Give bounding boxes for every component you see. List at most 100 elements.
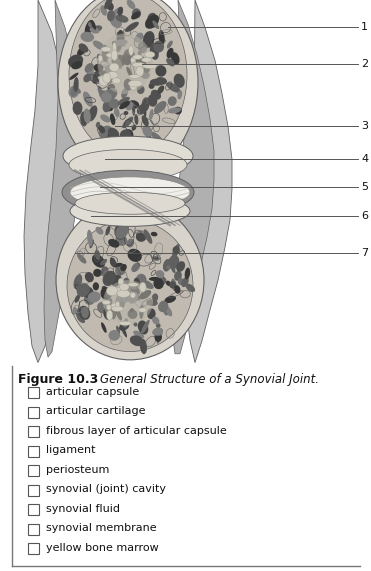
FancyBboxPatch shape: [28, 387, 39, 399]
Ellipse shape: [150, 132, 162, 142]
Ellipse shape: [153, 278, 164, 289]
Ellipse shape: [99, 126, 112, 139]
Ellipse shape: [104, 270, 109, 281]
Ellipse shape: [101, 47, 111, 52]
Ellipse shape: [98, 86, 103, 97]
FancyBboxPatch shape: [28, 427, 39, 437]
Ellipse shape: [92, 69, 102, 84]
Ellipse shape: [148, 94, 157, 107]
Ellipse shape: [121, 293, 129, 303]
Ellipse shape: [139, 308, 147, 312]
Ellipse shape: [81, 32, 94, 42]
Ellipse shape: [151, 232, 157, 236]
Ellipse shape: [89, 27, 99, 34]
Ellipse shape: [144, 66, 150, 73]
Ellipse shape: [105, 65, 114, 75]
Text: 4: 4: [361, 154, 368, 164]
Ellipse shape: [111, 303, 118, 310]
Ellipse shape: [134, 322, 137, 327]
Text: periosteum: periosteum: [46, 465, 109, 475]
Ellipse shape: [168, 107, 181, 114]
Text: synovial membrane: synovial membrane: [46, 524, 157, 533]
Ellipse shape: [99, 71, 109, 82]
Ellipse shape: [166, 82, 180, 93]
Ellipse shape: [82, 286, 94, 298]
Polygon shape: [24, 0, 74, 363]
Ellipse shape: [142, 97, 150, 111]
Ellipse shape: [78, 287, 85, 294]
Ellipse shape: [115, 15, 128, 22]
Ellipse shape: [107, 10, 115, 21]
Ellipse shape: [114, 55, 126, 66]
Ellipse shape: [156, 77, 167, 85]
Ellipse shape: [103, 45, 107, 50]
Ellipse shape: [129, 283, 140, 295]
Ellipse shape: [152, 256, 160, 261]
Ellipse shape: [151, 52, 158, 59]
Ellipse shape: [186, 284, 195, 292]
Ellipse shape: [93, 41, 105, 50]
Ellipse shape: [139, 282, 146, 292]
Ellipse shape: [97, 302, 108, 313]
Ellipse shape: [119, 322, 129, 331]
Ellipse shape: [70, 177, 190, 208]
Ellipse shape: [97, 54, 102, 60]
Ellipse shape: [112, 288, 124, 293]
Ellipse shape: [109, 63, 119, 71]
Ellipse shape: [96, 122, 100, 127]
Ellipse shape: [137, 104, 147, 115]
Ellipse shape: [100, 5, 107, 15]
Ellipse shape: [63, 136, 193, 176]
Ellipse shape: [151, 90, 161, 100]
Ellipse shape: [128, 309, 137, 319]
Ellipse shape: [174, 74, 185, 88]
Ellipse shape: [112, 42, 116, 53]
Ellipse shape: [105, 291, 112, 298]
Ellipse shape: [112, 41, 121, 50]
Ellipse shape: [67, 220, 193, 352]
Ellipse shape: [147, 13, 156, 22]
Ellipse shape: [115, 224, 129, 239]
Ellipse shape: [136, 67, 144, 77]
Ellipse shape: [73, 274, 82, 289]
Text: General Structure of a Synovial Joint.: General Structure of a Synovial Joint.: [100, 373, 319, 386]
Ellipse shape: [114, 224, 126, 240]
Ellipse shape: [103, 307, 114, 320]
Ellipse shape: [112, 275, 121, 287]
Ellipse shape: [152, 21, 159, 29]
Ellipse shape: [143, 31, 154, 48]
Ellipse shape: [111, 50, 118, 61]
Ellipse shape: [120, 264, 127, 271]
Ellipse shape: [98, 55, 102, 62]
Ellipse shape: [118, 278, 124, 285]
Ellipse shape: [138, 51, 141, 55]
Ellipse shape: [129, 46, 133, 55]
Ellipse shape: [128, 292, 138, 304]
Ellipse shape: [166, 281, 171, 286]
Ellipse shape: [101, 266, 109, 274]
Ellipse shape: [106, 298, 112, 305]
Ellipse shape: [108, 84, 115, 91]
Ellipse shape: [120, 130, 132, 140]
Ellipse shape: [132, 63, 145, 67]
Ellipse shape: [102, 72, 113, 85]
Ellipse shape: [116, 325, 120, 334]
Ellipse shape: [128, 249, 142, 262]
Ellipse shape: [124, 50, 135, 58]
Ellipse shape: [174, 107, 182, 115]
Ellipse shape: [122, 116, 134, 128]
Text: 1: 1: [361, 22, 368, 33]
Ellipse shape: [150, 32, 154, 39]
Ellipse shape: [114, 306, 118, 310]
Ellipse shape: [127, 239, 134, 247]
Ellipse shape: [68, 55, 83, 67]
Ellipse shape: [75, 294, 80, 303]
Ellipse shape: [119, 323, 127, 337]
Ellipse shape: [112, 78, 121, 84]
Ellipse shape: [117, 7, 123, 16]
Text: ligament: ligament: [46, 445, 95, 456]
Ellipse shape: [108, 130, 116, 143]
FancyBboxPatch shape: [28, 465, 39, 476]
Ellipse shape: [140, 280, 154, 289]
Ellipse shape: [73, 102, 82, 115]
